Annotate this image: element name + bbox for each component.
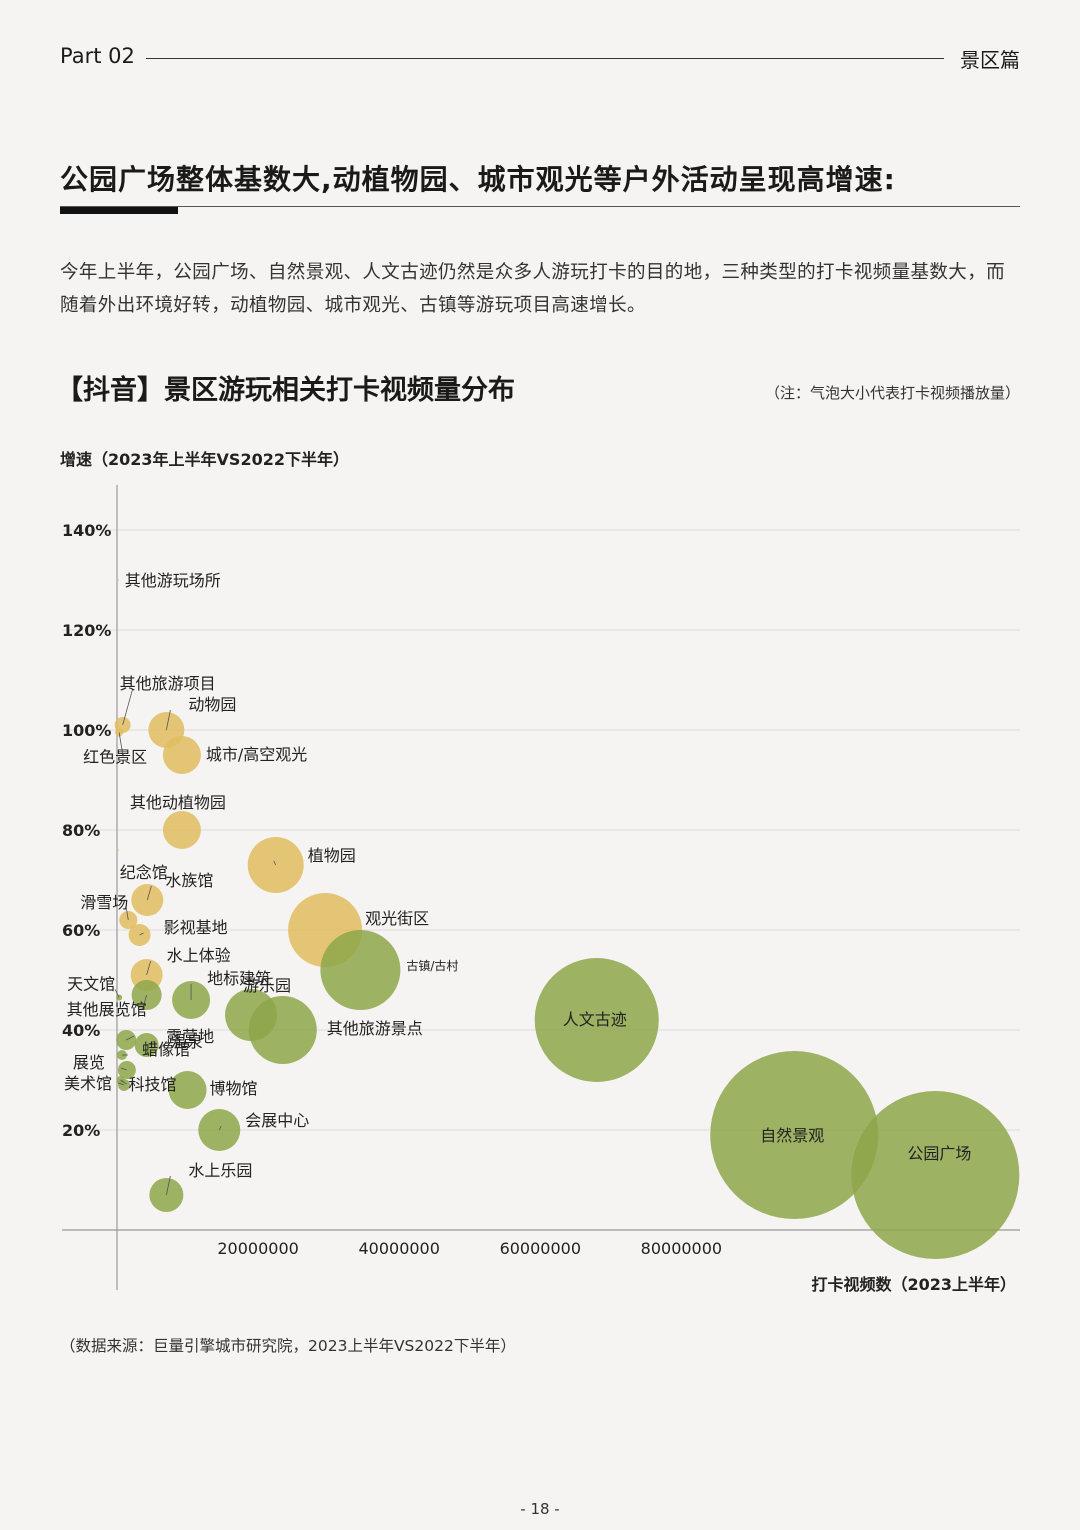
leader-line	[139, 932, 144, 936]
bubble-label: 植物园	[308, 846, 356, 865]
y-tick-label: 80%	[62, 821, 100, 840]
bubble-label: 古镇/古村	[406, 958, 458, 973]
y-tick-label: 60%	[62, 921, 100, 940]
leader-line	[118, 732, 124, 757]
bubble-其他游玩场所	[116, 579, 119, 581]
bubble-label: 其他游玩场所	[125, 571, 221, 590]
bubble-label: 影视基地	[164, 918, 228, 937]
y-tick-label: 100%	[62, 721, 111, 740]
y-tick-label: 120%	[62, 621, 111, 640]
bubble-label: 水上乐园	[188, 1161, 252, 1180]
bubble-label: 动物园	[188, 695, 236, 714]
leader-line	[120, 1079, 127, 1085]
bubble-label: 公园广场	[907, 1144, 971, 1163]
bubble-label: 水上体验	[167, 946, 231, 965]
bubble-label: 城市/高空观光	[206, 745, 307, 764]
chart-note: （注：气泡大小代表打卡视频播放量）	[764, 384, 1020, 402]
bubble-label: 红色景区	[83, 748, 147, 767]
leader-line	[125, 1035, 135, 1041]
leader-line	[165, 709, 171, 731]
bubble-自然景观	[710, 1051, 879, 1219]
bubble-label: 其他旅游项目	[120, 674, 216, 693]
bubble-label: 美术馆	[64, 1074, 112, 1093]
x-tick-label: 80000000	[641, 1239, 722, 1258]
bubble-其他旅游景点	[248, 996, 317, 1064]
bubble-label: 纪念馆	[120, 863, 168, 882]
bubble-其他动植物园	[162, 811, 201, 849]
chart-title: 【抖音】景区游玩相关打卡视频量分布	[56, 375, 515, 406]
bubble-label: 博物馆	[210, 1079, 258, 1098]
leader-line	[146, 885, 152, 901]
bubble-label: 温泉	[171, 1032, 203, 1051]
bubble-label: 人文古迹	[563, 1010, 627, 1029]
intro-paragraph: 今年上半年，公园广场、自然景观、人文古迹仍然是众多人游玩打卡的目的地，三种类型的…	[60, 262, 1006, 316]
bubble-古镇/古村	[320, 930, 401, 1010]
x-axis-label: 打卡视频数（2023上半年）	[811, 1275, 1016, 1294]
section-label: 景区篇	[960, 48, 1020, 72]
leader-line	[120, 1067, 128, 1071]
page-number: - 18 -	[520, 1500, 560, 1518]
bubble-label: 露营地	[166, 1027, 214, 1046]
x-tick-label: 40000000	[358, 1239, 439, 1258]
bubble-label: 自然景观	[760, 1126, 824, 1145]
y-axis-label: 增速（2023年上半年VS2022下半年）	[60, 450, 349, 469]
leader-line	[146, 960, 152, 976]
leader-line	[122, 688, 134, 726]
bubble-label: 观光街区	[365, 909, 429, 928]
page-header: Part 02 景区篇	[60, 44, 1020, 76]
bubble-人文古迹	[534, 958, 659, 1082]
bubble-label: 其他展览馆	[67, 1000, 147, 1019]
heading-accent-bar	[60, 207, 178, 214]
bubble-label: 会展中心	[245, 1111, 309, 1130]
leader-line	[117, 1082, 125, 1086]
data-source: （数据来源：巨量引擎城市研究院，2023上半年VS2022下半年）	[60, 1337, 516, 1355]
x-tick-label: 20000000	[217, 1239, 298, 1258]
bubble-公园广场	[851, 1091, 1020, 1259]
leader-line	[125, 907, 129, 921]
y-tick-label: 140%	[62, 521, 111, 540]
bubble-label: 天文馆	[67, 975, 115, 994]
bubble-label: 展览	[73, 1053, 105, 1072]
part-label: Part 02	[60, 44, 135, 68]
leader-line	[114, 989, 120, 998]
bubble-纪念馆	[116, 849, 119, 851]
bubble-label: 水族馆	[165, 871, 213, 890]
bubble-博物馆	[168, 1071, 207, 1109]
leader-line	[218, 1125, 222, 1131]
leader-line	[165, 1175, 171, 1196]
heading-rule	[60, 206, 1020, 207]
x-tick-label: 60000000	[500, 1239, 581, 1258]
header-rule	[146, 58, 944, 59]
bubble-label: 科技馆	[129, 1075, 177, 1094]
page-heading: 公园广场整体基数大,动植物园、城市观光等户外活动呈现高增速:	[60, 163, 896, 196]
bubble-label: 游乐园	[243, 976, 291, 995]
bubble-城市/高空观光	[162, 736, 201, 774]
bubble-label: 其他旅游景点	[327, 1019, 423, 1038]
y-tick-label: 20%	[62, 1121, 100, 1140]
leader-line	[273, 860, 277, 866]
leader-line	[142, 994, 148, 1010]
y-tick-label: 40%	[62, 1021, 100, 1040]
bubble-label: 滑雪场	[80, 893, 128, 912]
bubble-chart: 增速（2023年上半年VS2022下半年） 打卡视频数（2023上半年） 140…	[60, 450, 1020, 1294]
leader-line	[146, 1040, 155, 1046]
bubble-label: 其他动植物园	[130, 793, 226, 812]
bubble-label: 地标建筑	[207, 969, 271, 988]
bubble-label: 蜡像馆	[142, 1040, 190, 1059]
